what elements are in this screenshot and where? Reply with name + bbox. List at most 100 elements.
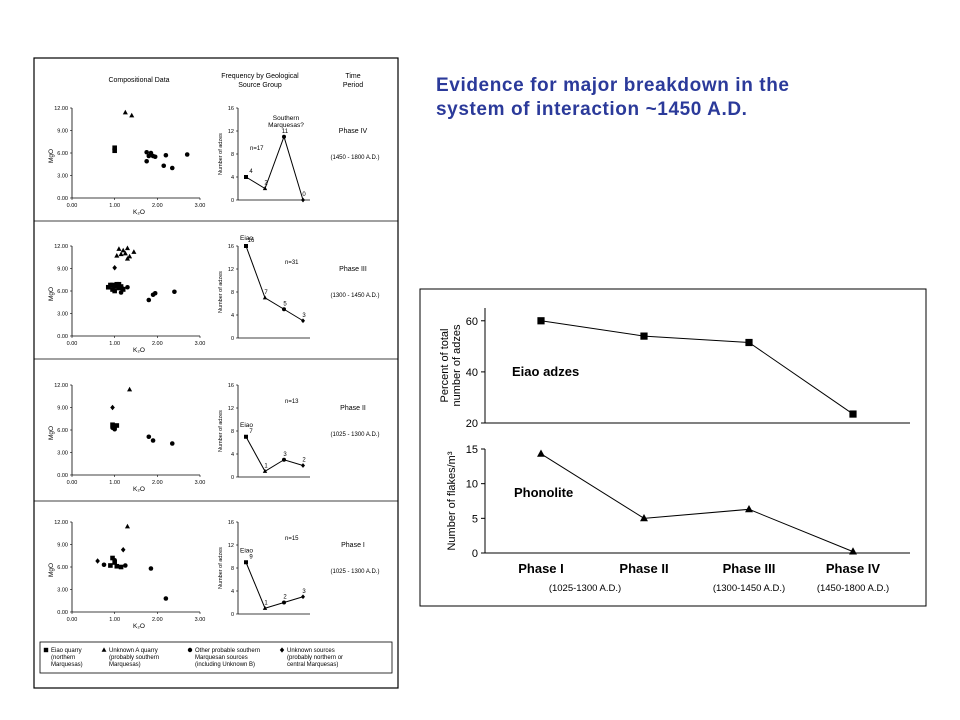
x-category-label: Phase III — [723, 561, 776, 576]
scatter-point-circle — [169, 441, 175, 446]
series-line — [540, 320, 854, 415]
scatter-point-circle — [146, 434, 152, 440]
right-figure-frame — [419, 288, 927, 607]
freq-value-label: 5 — [283, 301, 287, 307]
scatter-point-circle — [146, 297, 152, 303]
scatter-x-tick-label: 2.00 — [152, 203, 163, 209]
scatter-point-circle — [123, 563, 128, 568]
scatter-point-triangle — [122, 250, 128, 256]
x-period-label: (1300-1450 A.D.) — [713, 583, 785, 594]
series-point-square — [537, 317, 545, 325]
freq-value-label: 7 — [249, 429, 253, 435]
freq-y-tick-label: 16 — [228, 520, 234, 526]
series-label: Phonolite — [514, 485, 573, 500]
period-label: (1300 - 1450 A.D.) — [330, 293, 379, 299]
scatter-point-square — [118, 564, 124, 570]
scatter-y-tick-label: 12.00 — [54, 383, 68, 389]
legend-marker-circle — [187, 647, 193, 653]
scatter-point-square — [110, 282, 115, 288]
freq-y-label: Number of adzes — [218, 133, 224, 175]
scatter-point-circle — [169, 165, 175, 171]
scatter-point-circle — [150, 438, 156, 443]
y-tick-label: 40 — [466, 367, 478, 379]
scatter-x-tick-label: 3.00 — [195, 617, 206, 623]
phase-label: Phase IV — [339, 128, 368, 135]
legend-label: Other probable southern Marquesan sources… — [195, 648, 260, 668]
y-tick-label: 0 — [472, 548, 478, 560]
phase-label: Phase I — [341, 542, 365, 549]
freq-y-tick-label: 4 — [231, 589, 234, 595]
scatter-point-triangle — [129, 112, 135, 118]
freq-value-label: 2 — [302, 458, 306, 464]
scatter-x-tick-label: 2.00 — [152, 617, 163, 623]
scatter-y-tick-label: 9.00 — [57, 129, 68, 135]
scatter-point-circle — [148, 566, 154, 571]
freq-value-label: 0 — [302, 192, 306, 198]
scatter-point-circle — [184, 152, 190, 157]
scatter-x-tick-label: 0.00 — [67, 341, 78, 347]
freq-y-tick-label: 12 — [228, 543, 234, 549]
scatter-point-triangle — [127, 386, 133, 392]
series-point-square — [745, 338, 753, 347]
scatter-x-tick-label: 3.00 — [195, 203, 206, 209]
legend: Eiao quarry (northern Marquesas) Unknown A … — [43, 647, 343, 668]
period-label: (1025 - 1300 A.D.) — [330, 432, 379, 438]
scatter-point-diamond — [110, 404, 115, 411]
freq-n-label: n=15 — [285, 536, 299, 542]
scatter-point-circle — [101, 562, 107, 568]
x-category-label: Phase I — [518, 561, 564, 576]
scatter-y-tick-label: 12.00 — [54, 106, 68, 112]
scatter-x-label: K₂O — [133, 347, 145, 354]
freq-point-square — [244, 244, 248, 248]
freq-y-tick-label: 16 — [228, 244, 234, 250]
freq-y-label: Number of adzes — [218, 410, 224, 452]
scatter-y-tick-label: 12.00 — [54, 520, 68, 526]
freq-value-label: 7 — [264, 290, 268, 296]
freq-y-tick-label: 0 — [231, 336, 234, 342]
scatter-y-tick-label: 3.00 — [57, 451, 68, 457]
scatter-y-tick-label: 0.00 — [57, 334, 68, 340]
freq-y-label: Number of adzes — [218, 547, 224, 589]
scatter-point-triangle — [124, 245, 130, 251]
phase-row-p3: 0.00 3.00 6.00 9.00 12.00 0.00 1.00 2.00 3.00 K₂O… — [48, 235, 380, 354]
legend-label: Unknown sources (probably northern or cent… — [287, 648, 343, 668]
freq-value-label: 11 — [282, 129, 289, 135]
scatter-point-circle — [161, 163, 167, 169]
scatter-point-triangle — [124, 255, 130, 261]
scatter-point-triangle — [118, 251, 124, 257]
scatter-y-label: MgO — [48, 149, 55, 163]
scatter-y-tick-label: 6.00 — [57, 151, 68, 157]
scatter-y-tick-label: 9.00 — [57, 267, 68, 273]
freq-point-triangle — [262, 605, 268, 610]
freq-y-tick-label: 8 — [231, 290, 234, 296]
freq-line — [245, 436, 304, 472]
freq-point-diamond — [301, 594, 305, 600]
scatter-point-triangle — [131, 249, 137, 254]
freq-y-tick-label: 8 — [231, 566, 234, 572]
slide-title-line-2: system of interaction ~1450 A.D. — [436, 99, 748, 120]
phase-label: Phase II — [340, 405, 366, 412]
x-period-label: (1025-1300 A.D.) — [549, 583, 621, 594]
freq-annotation: Eiao — [240, 235, 253, 242]
legend-marker-triangle — [101, 647, 107, 652]
scatter-point-triangle — [114, 252, 120, 258]
freq-value-label: 3 — [302, 589, 306, 595]
legend-box — [39, 641, 393, 674]
freq-value-label: 3 — [283, 452, 287, 458]
freq-y-tick-label: 4 — [231, 175, 234, 181]
freq-annotation: Eiao — [240, 422, 253, 429]
scatter-point-square — [105, 284, 111, 290]
freq-value-label: 9 — [249, 554, 253, 560]
scatter-point-circle — [120, 286, 126, 292]
scatter-point-square — [110, 555, 115, 561]
y-tick-label: 10 — [466, 479, 478, 491]
scatter-point-square — [112, 145, 117, 151]
scatter-point-diamond — [112, 264, 117, 271]
scatter-point-triangle — [122, 109, 128, 115]
y-tick-label: 20 — [466, 418, 478, 430]
legend-marker-square — [43, 647, 49, 653]
freq-y-tick-label: 0 — [231, 475, 234, 481]
scatter-point-triangle — [124, 523, 130, 529]
scatter-y-tick-label: 0.00 — [57, 473, 68, 479]
scatter-x-tick-label: 1.00 — [109, 480, 120, 486]
